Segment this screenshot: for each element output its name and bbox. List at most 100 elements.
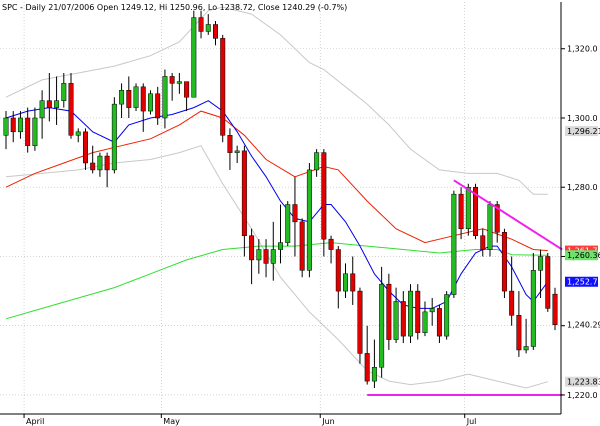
candle-body-28 (205, 24, 211, 32)
candle-body-73 (530, 270, 536, 347)
candle-body-1 (10, 117, 16, 133)
price-tag-label-4: 1,240.29 (567, 321, 600, 330)
price-tag-label-3: 1,252.7 (567, 278, 598, 287)
y-tick-label-1: 1,300.0 (567, 114, 598, 123)
candle-body-15 (111, 103, 117, 171)
candle-body-52 (379, 283, 385, 368)
candle-body-9 (68, 83, 74, 136)
candle-body-23 (169, 76, 175, 84)
candle-body-55 (400, 301, 406, 337)
candle-body-4 (32, 117, 38, 146)
candle-body-46 (335, 249, 341, 292)
candle-body-68 (494, 204, 500, 233)
candle-body-41 (299, 221, 305, 271)
candle-body-74 (538, 256, 544, 271)
candle-body-35 (256, 249, 262, 261)
candle-body-29 (212, 24, 218, 39)
x-tick-label-1: May (163, 417, 180, 426)
candle-body-66 (480, 235, 486, 250)
candle-body-59 (429, 308, 435, 313)
candle-body-16 (119, 90, 125, 105)
candle-body-67 (487, 204, 493, 250)
upper-band-line (5, 6, 548, 195)
candle-body-56 (408, 290, 414, 337)
candle-body-2 (17, 117, 23, 133)
candle-body-17 (126, 90, 132, 108)
candle-body-21 (155, 93, 161, 119)
candle-body-31 (227, 135, 233, 153)
candle-body-76 (552, 293, 558, 325)
candle-body-58 (422, 311, 428, 333)
candle-body-61 (444, 294, 450, 337)
x-tick-label-2: Jun (321, 417, 335, 426)
price-tag-bg-3 (565, 276, 598, 287)
lower-band-line (5, 145, 548, 389)
candle-body-62 (451, 193, 457, 295)
price-tag-bg-6 (565, 389, 598, 400)
candle-body-14 (104, 155, 110, 171)
plot-frame (0, 2, 562, 415)
chart-title: SPC - Daily 21/07/2006 Open 1249.12, Hi … (2, 3, 347, 12)
candle-body-70 (509, 290, 515, 316)
y-tick-label-0: 1,320.0 (567, 45, 598, 54)
price-tag-bg-4 (565, 319, 598, 330)
price-tag-bg-0 (565, 126, 598, 137)
candle-body-64 (465, 186, 471, 230)
candle-body-24 (176, 81, 182, 84)
candle-body-50 (364, 353, 370, 382)
candle-body-22 (162, 76, 168, 119)
x-tick-label-3: Jul (466, 417, 477, 426)
candle-body-60 (436, 308, 442, 337)
bollinger-bands (5, 6, 548, 389)
candle-body-45 (328, 238, 334, 250)
x-axis: April May Jun Jul (23, 414, 477, 426)
candle-body-65 (473, 186, 479, 236)
candle-body-71 (516, 315, 522, 351)
candle-body-40 (292, 204, 298, 223)
trendline-0 (453, 179, 563, 251)
price-tags: 1,296.211,261.71,260.361,252.71,240.291,… (565, 126, 600, 400)
candle-body-8 (61, 83, 67, 101)
price-tag-label-6: 1,220.0 (567, 391, 598, 400)
candle-body-34 (249, 235, 255, 261)
candle-body-10 (75, 131, 81, 136)
price-tag-label-5: 1,223.83 (567, 378, 600, 387)
candle-body-42 (306, 169, 312, 271)
candle-body-38 (278, 242, 283, 250)
candle-body-63 (458, 193, 464, 230)
candle-body-5 (39, 100, 45, 119)
candle-body-27 (198, 17, 204, 32)
candle-body-19 (140, 86, 146, 112)
price-tag-label-2: 1,260.36 (567, 251, 600, 260)
candle-body-54 (393, 301, 399, 340)
candle-body-75 (545, 256, 551, 309)
candle-body-48 (350, 273, 356, 292)
candle-body-7 (54, 100, 60, 108)
candle-body-69 (501, 231, 507, 292)
candle-body-39 (285, 204, 291, 243)
price-tag-bg-2 (565, 250, 598, 261)
candle-body-36 (263, 249, 269, 264)
candle-body-43 (314, 152, 320, 171)
candle-body-33 (241, 150, 247, 236)
candle-body-30 (220, 38, 226, 136)
candle-body-51 (371, 367, 377, 382)
candle-body-6 (46, 100, 52, 108)
candle-body-49 (357, 290, 363, 354)
candle-body-53 (386, 283, 392, 340)
candle-body-57 (415, 290, 421, 333)
candle-body-12 (90, 162, 96, 171)
candle-body-20 (147, 93, 153, 112)
fast-moving-average-line (5, 100, 549, 309)
y-tick-label-2: 1,280.0 (567, 183, 598, 192)
candle-body-18 (133, 86, 139, 108)
price-tag-label-0: 1,296.21 (567, 127, 600, 136)
candle-body-13 (97, 155, 103, 171)
price-tag-bg-5 (565, 376, 598, 387)
candle-body-3 (25, 117, 31, 146)
candle-body-37 (270, 249, 276, 264)
candle-body-32 (234, 150, 240, 153)
candle-body-0 (3, 117, 9, 136)
